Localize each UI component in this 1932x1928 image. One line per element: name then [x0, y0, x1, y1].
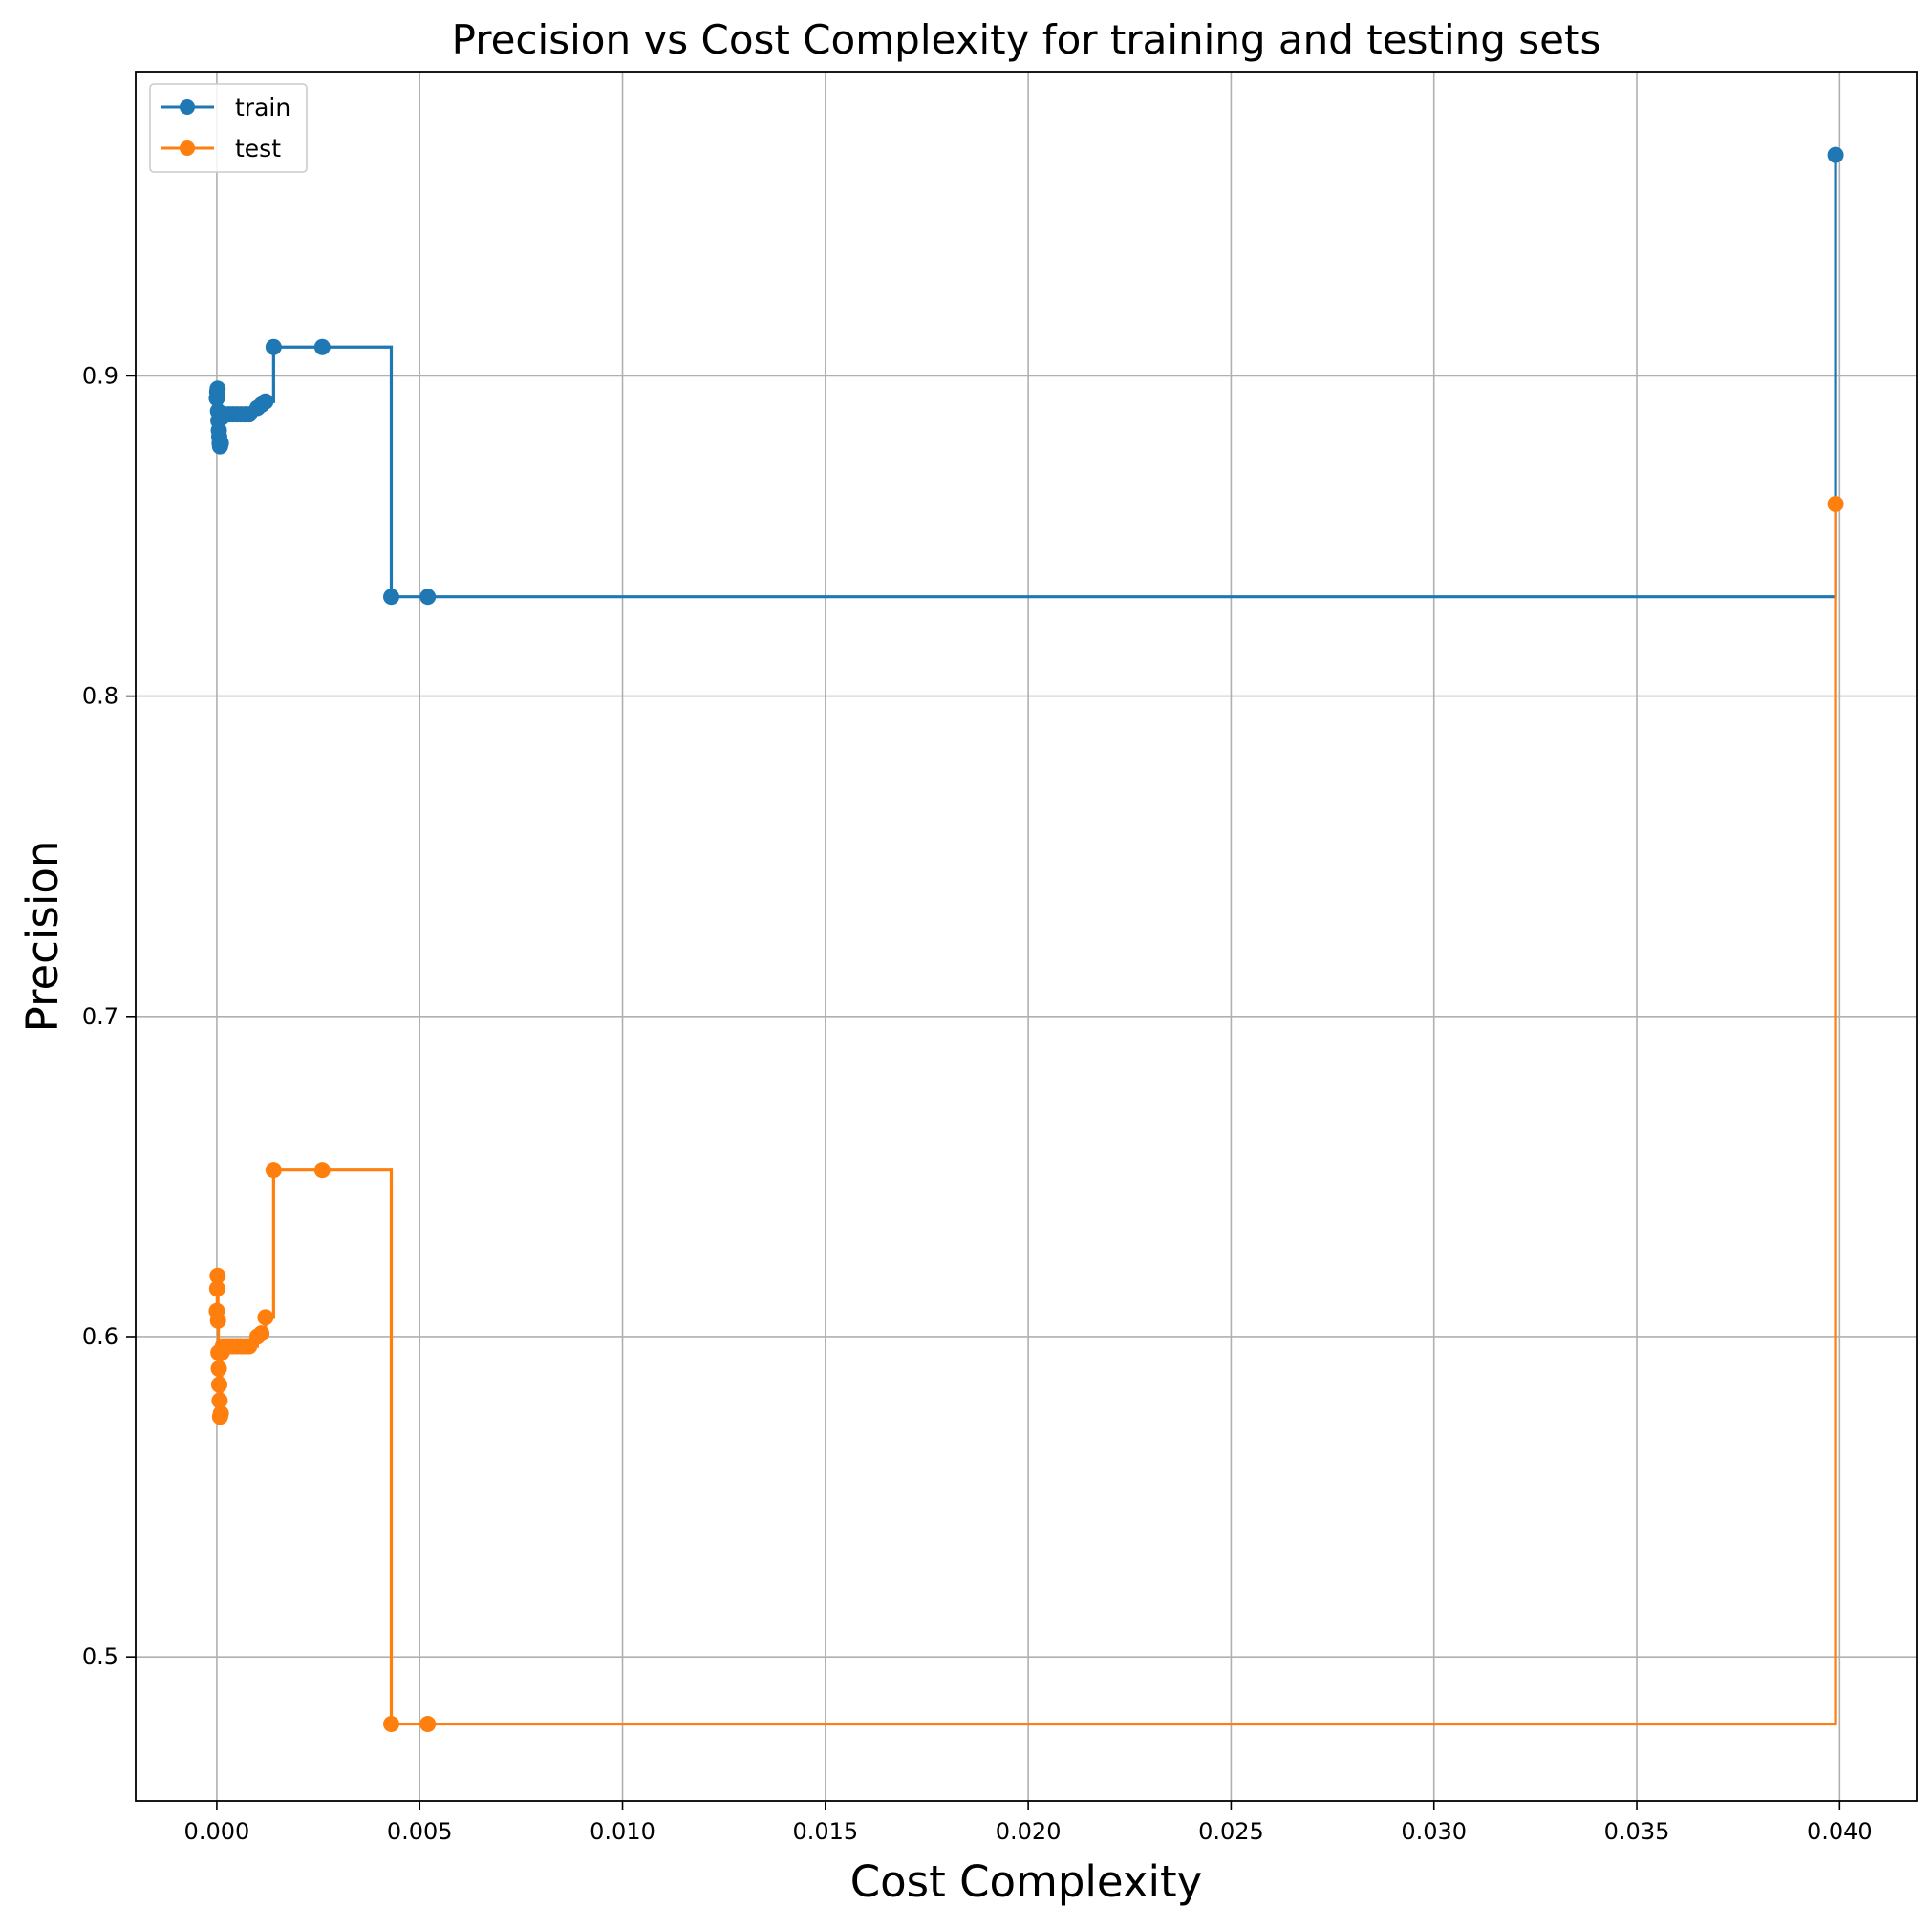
data-point-test — [265, 1162, 282, 1179]
legend: train test — [149, 83, 308, 173]
data-point-test — [211, 1392, 228, 1409]
data-point-test — [1827, 496, 1844, 512]
tick-layer: 0.000 0.005 0.010 0.015 0.020 0.025 0.030 0.035… — [82, 362, 1873, 1845]
data-point-train — [265, 338, 282, 355]
y-axis-label: Precision — [17, 841, 68, 1033]
legend-label-test: test — [235, 135, 281, 162]
series-layer — [208, 146, 1844, 1733]
legend-marker-train — [180, 99, 195, 115]
legend-entry-test: test — [161, 135, 281, 162]
data-point-test — [313, 1162, 331, 1179]
data-point-test — [210, 1376, 227, 1393]
x-tick-label: 0.025 — [1198, 1818, 1264, 1845]
x-tick-label: 0.020 — [996, 1818, 1062, 1845]
data-point-train — [382, 589, 399, 606]
x-tick-label: 0.040 — [1807, 1818, 1873, 1845]
grid-layer — [136, 72, 1917, 1801]
data-point-test — [257, 1309, 274, 1326]
y-tick-label: 0.9 — [82, 362, 118, 389]
data-point-test — [209, 1267, 226, 1284]
legend-label-train: train — [235, 94, 290, 121]
y-tick-label: 0.5 — [82, 1643, 118, 1670]
legend-marker-test — [180, 140, 195, 156]
y-tick-label: 0.7 — [82, 1003, 118, 1030]
series-train — [208, 146, 1844, 606]
data-point-train — [313, 338, 331, 355]
y-tick-label: 0.6 — [82, 1323, 118, 1350]
x-tick-label: 0.035 — [1604, 1818, 1670, 1845]
data-point-test — [210, 1360, 227, 1377]
data-point-train — [209, 380, 226, 397]
x-tick-label: 0.005 — [387, 1818, 453, 1845]
series-test — [208, 496, 1844, 1733]
x-axis-label: Cost Complexity — [850, 1856, 1203, 1907]
legend-entry-train: train — [161, 94, 290, 121]
plot-frame — [135, 71, 1918, 1802]
data-point-test — [382, 1716, 399, 1733]
data-point-test — [419, 1716, 437, 1733]
y-tick-label: 0.8 — [82, 683, 118, 710]
x-tick-label: 0.015 — [792, 1818, 858, 1845]
data-point-train — [257, 393, 274, 410]
x-tick-label: 0.030 — [1401, 1818, 1467, 1845]
data-point-test — [212, 1404, 229, 1422]
data-point-test — [253, 1325, 270, 1342]
data-point-train — [212, 435, 229, 452]
data-point-train — [419, 589, 437, 606]
data-point-train — [1827, 146, 1844, 163]
data-point-test — [208, 1280, 225, 1297]
chart-title: Precision vs Cost Complexity for trainin… — [452, 16, 1601, 63]
x-tick-label: 0.000 — [184, 1818, 250, 1845]
data-point-test — [209, 1312, 226, 1329]
x-tick-label: 0.010 — [590, 1818, 655, 1845]
